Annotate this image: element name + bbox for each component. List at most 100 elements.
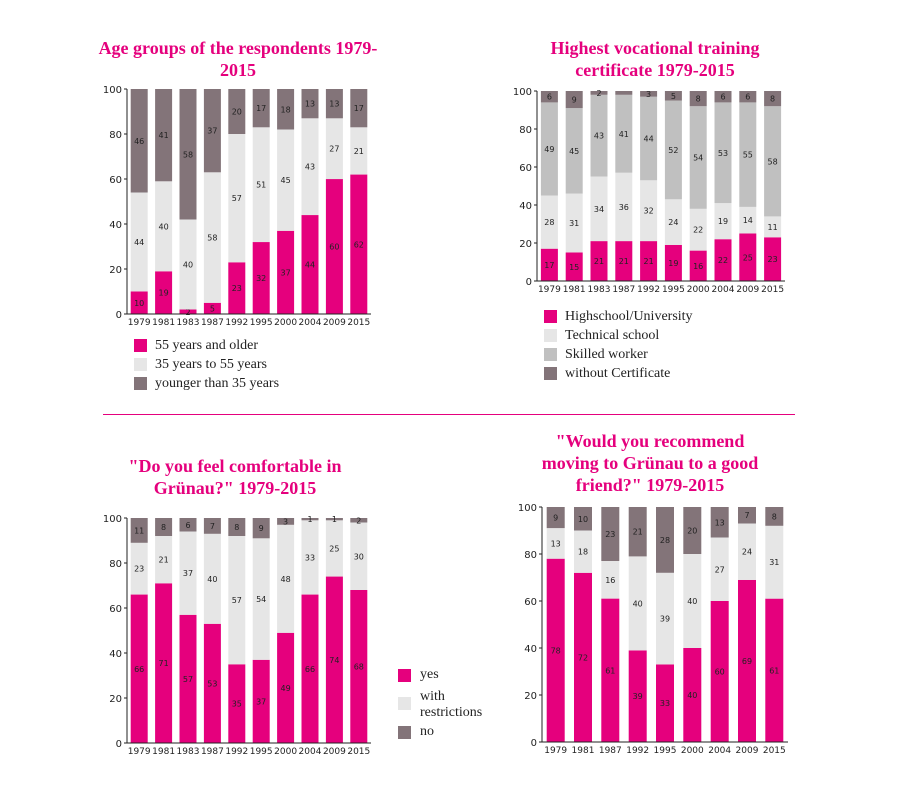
legend-label: Highschool/University xyxy=(565,308,693,324)
bar-segment xyxy=(301,118,319,216)
bar-segment xyxy=(277,89,295,130)
bar-value-label: 10 xyxy=(578,515,588,524)
bar-value-label: 53 xyxy=(207,679,217,688)
x-tick-label: 2000 xyxy=(274,318,297,328)
legend-swatch xyxy=(544,310,557,323)
bar-segment xyxy=(590,91,608,95)
bar-segment xyxy=(179,219,197,310)
legend-item: younger than 35 years xyxy=(134,374,279,393)
legend-label: 35 years to 55 years xyxy=(155,356,267,372)
bar-value-label: 60 xyxy=(715,668,725,677)
y-tick-label: 60 xyxy=(519,163,532,174)
legend-item: Highschool/University xyxy=(544,307,693,326)
legend-vocational: Highschool/University Technical school Ski… xyxy=(544,307,693,383)
bar-segment xyxy=(350,522,368,590)
bar-segment xyxy=(640,91,658,97)
bar-value-label: 54 xyxy=(693,154,703,163)
bar-value-label: 39 xyxy=(633,692,643,701)
x-tick-label: 2009 xyxy=(323,318,346,328)
bar-segment xyxy=(203,302,221,315)
bar-value-label: 17 xyxy=(544,261,554,270)
bar-value-label: 18 xyxy=(281,105,291,114)
bar-segment xyxy=(130,594,148,743)
chart-title-vocational: Highest vocational training certificate … xyxy=(550,38,760,80)
bar-segment xyxy=(350,518,368,523)
bar-value-label: 18 xyxy=(578,548,588,557)
x-tick-label: 2000 xyxy=(687,285,710,295)
bar-segment xyxy=(546,528,565,559)
bar-segment xyxy=(277,518,295,525)
y-tick-label: 100 xyxy=(513,87,532,98)
bar-value-label: 13 xyxy=(715,518,725,527)
bar-segment xyxy=(155,271,173,315)
bar-value-label: 33 xyxy=(305,553,315,562)
bar-segment xyxy=(574,507,592,531)
bar-segment xyxy=(764,237,782,281)
legend-item: 35 years to 55 years xyxy=(134,355,279,374)
bar-value-label: 20 xyxy=(687,527,697,536)
y-tick-label: 80 xyxy=(524,550,537,561)
legend-label: with restrictions xyxy=(420,689,483,720)
bar-segment xyxy=(203,533,221,624)
legend-item: 55 years and older xyxy=(134,336,279,355)
bar-segment xyxy=(350,590,368,743)
bar-segment xyxy=(350,174,368,314)
bar-segment xyxy=(710,507,729,538)
y-tick-label: 100 xyxy=(518,503,537,514)
bar-segment xyxy=(739,206,757,234)
bar-value-label: 62 xyxy=(354,240,364,249)
bar-value-label: 69 xyxy=(742,657,752,666)
y-tick-label: 20 xyxy=(109,694,122,705)
bar-segment xyxy=(739,102,757,207)
bar-value-label: 11 xyxy=(768,223,778,232)
bar-value-label: 57 xyxy=(232,596,242,605)
bar-segment xyxy=(301,594,319,743)
bar-value-label: 61 xyxy=(605,666,615,675)
bar-value-label: 8 xyxy=(161,523,166,532)
x-tick-label: 2009 xyxy=(736,746,759,756)
bar-value-label: 22 xyxy=(718,256,728,265)
bar-segment xyxy=(203,623,221,744)
bar-segment xyxy=(228,518,246,536)
bar-value-label: 49 xyxy=(281,684,291,693)
legend-label: Skilled worker xyxy=(565,346,648,362)
bar-value-label: 24 xyxy=(668,218,678,227)
x-tick-label: 1983 xyxy=(177,318,200,328)
bar-segment xyxy=(764,216,782,238)
bar-segment xyxy=(565,252,583,281)
bar-segment xyxy=(301,89,319,119)
bar-value-label: 19 xyxy=(668,259,678,268)
bar-segment xyxy=(228,89,246,134)
bar-value-label: 22 xyxy=(693,226,703,235)
bar-value-label: 3 xyxy=(283,517,288,526)
bar-value-label: 5 xyxy=(210,304,215,313)
bar-segment xyxy=(640,241,658,281)
bar-segment xyxy=(615,91,633,95)
chart-title-comfortable: "Do you feel comfortable in Grünau?" 197… xyxy=(128,456,342,498)
bar-segment xyxy=(683,554,702,648)
x-tick-label: 2004 xyxy=(712,285,735,295)
bar-segment xyxy=(325,89,343,119)
y-tick-label: 20 xyxy=(524,691,537,702)
bar-segment xyxy=(540,248,558,281)
bar-value-label: 71 xyxy=(159,659,169,668)
bar-value-label: 7 xyxy=(210,522,215,531)
bar-value-label: 23 xyxy=(232,284,242,293)
legend-swatch xyxy=(398,697,411,710)
bar-segment xyxy=(689,208,707,251)
bar-segment xyxy=(540,102,558,196)
x-tick-label: 1981 xyxy=(152,747,175,757)
bar-value-label: 53 xyxy=(718,149,728,158)
bar-segment xyxy=(574,530,592,573)
bar-value-label: 31 xyxy=(569,219,579,228)
bar-segment xyxy=(664,199,682,245)
bar-value-label: 8 xyxy=(770,95,775,104)
x-tick-label: 2009 xyxy=(323,747,346,757)
x-tick-label: 1981 xyxy=(563,285,586,295)
legend-swatch xyxy=(544,367,557,380)
x-tick-label: 2000 xyxy=(681,746,704,756)
bar-segment xyxy=(350,89,368,128)
bar-segment xyxy=(565,91,583,109)
bar-value-label: 13 xyxy=(305,100,315,109)
